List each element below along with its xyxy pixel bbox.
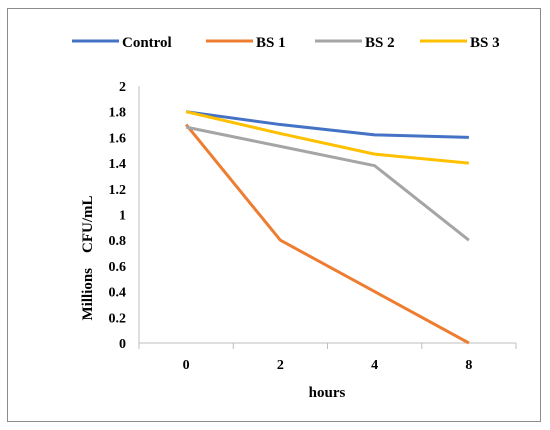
y-tick-label: 0.6 xyxy=(109,260,127,275)
y-axis-label: Millions CFU/mL xyxy=(80,195,96,320)
y-tick-label: 1.8 xyxy=(109,106,127,121)
series-line-bs-1 xyxy=(184,123,470,345)
legend-label: BS 3 xyxy=(470,35,500,51)
x-axis-label: hours xyxy=(309,385,346,401)
legend: Control BS 1 BS 2 BS 3 xyxy=(72,35,500,51)
y-tick-label: 1 xyxy=(119,209,126,224)
y-tick-label: 0.8 xyxy=(109,234,127,249)
series-line-bs-3 xyxy=(185,110,470,165)
x-tick-label: 0 xyxy=(183,358,190,373)
legend-label: Control xyxy=(122,35,172,51)
x-tick-label: 8 xyxy=(465,358,472,373)
y-tick-label: 0.2 xyxy=(109,311,127,326)
x-tick-label: 4 xyxy=(371,358,378,373)
axes: 0 0.2 0.4 0.6 0.8 1 1.2 1.4 1.6 1.8 2 0 2 4 8 xyxy=(109,80,517,373)
y-tick-label: 2 xyxy=(119,80,126,95)
y-tick-label: 1.6 xyxy=(109,131,127,146)
y-tick-label: 1.2 xyxy=(109,183,127,198)
y-tick-label: 0.4 xyxy=(109,286,127,301)
y-tick-label: 1.4 xyxy=(109,157,127,172)
x-tick-label: 2 xyxy=(277,358,284,373)
legend-label: BS 1 xyxy=(256,35,286,51)
series-group xyxy=(184,110,470,345)
series-line-control xyxy=(185,110,469,139)
y-tick-label: 0 xyxy=(119,337,126,352)
legend-label: BS 2 xyxy=(365,35,395,51)
chart-frame xyxy=(7,8,541,422)
series-line-bs-2 xyxy=(185,125,470,242)
